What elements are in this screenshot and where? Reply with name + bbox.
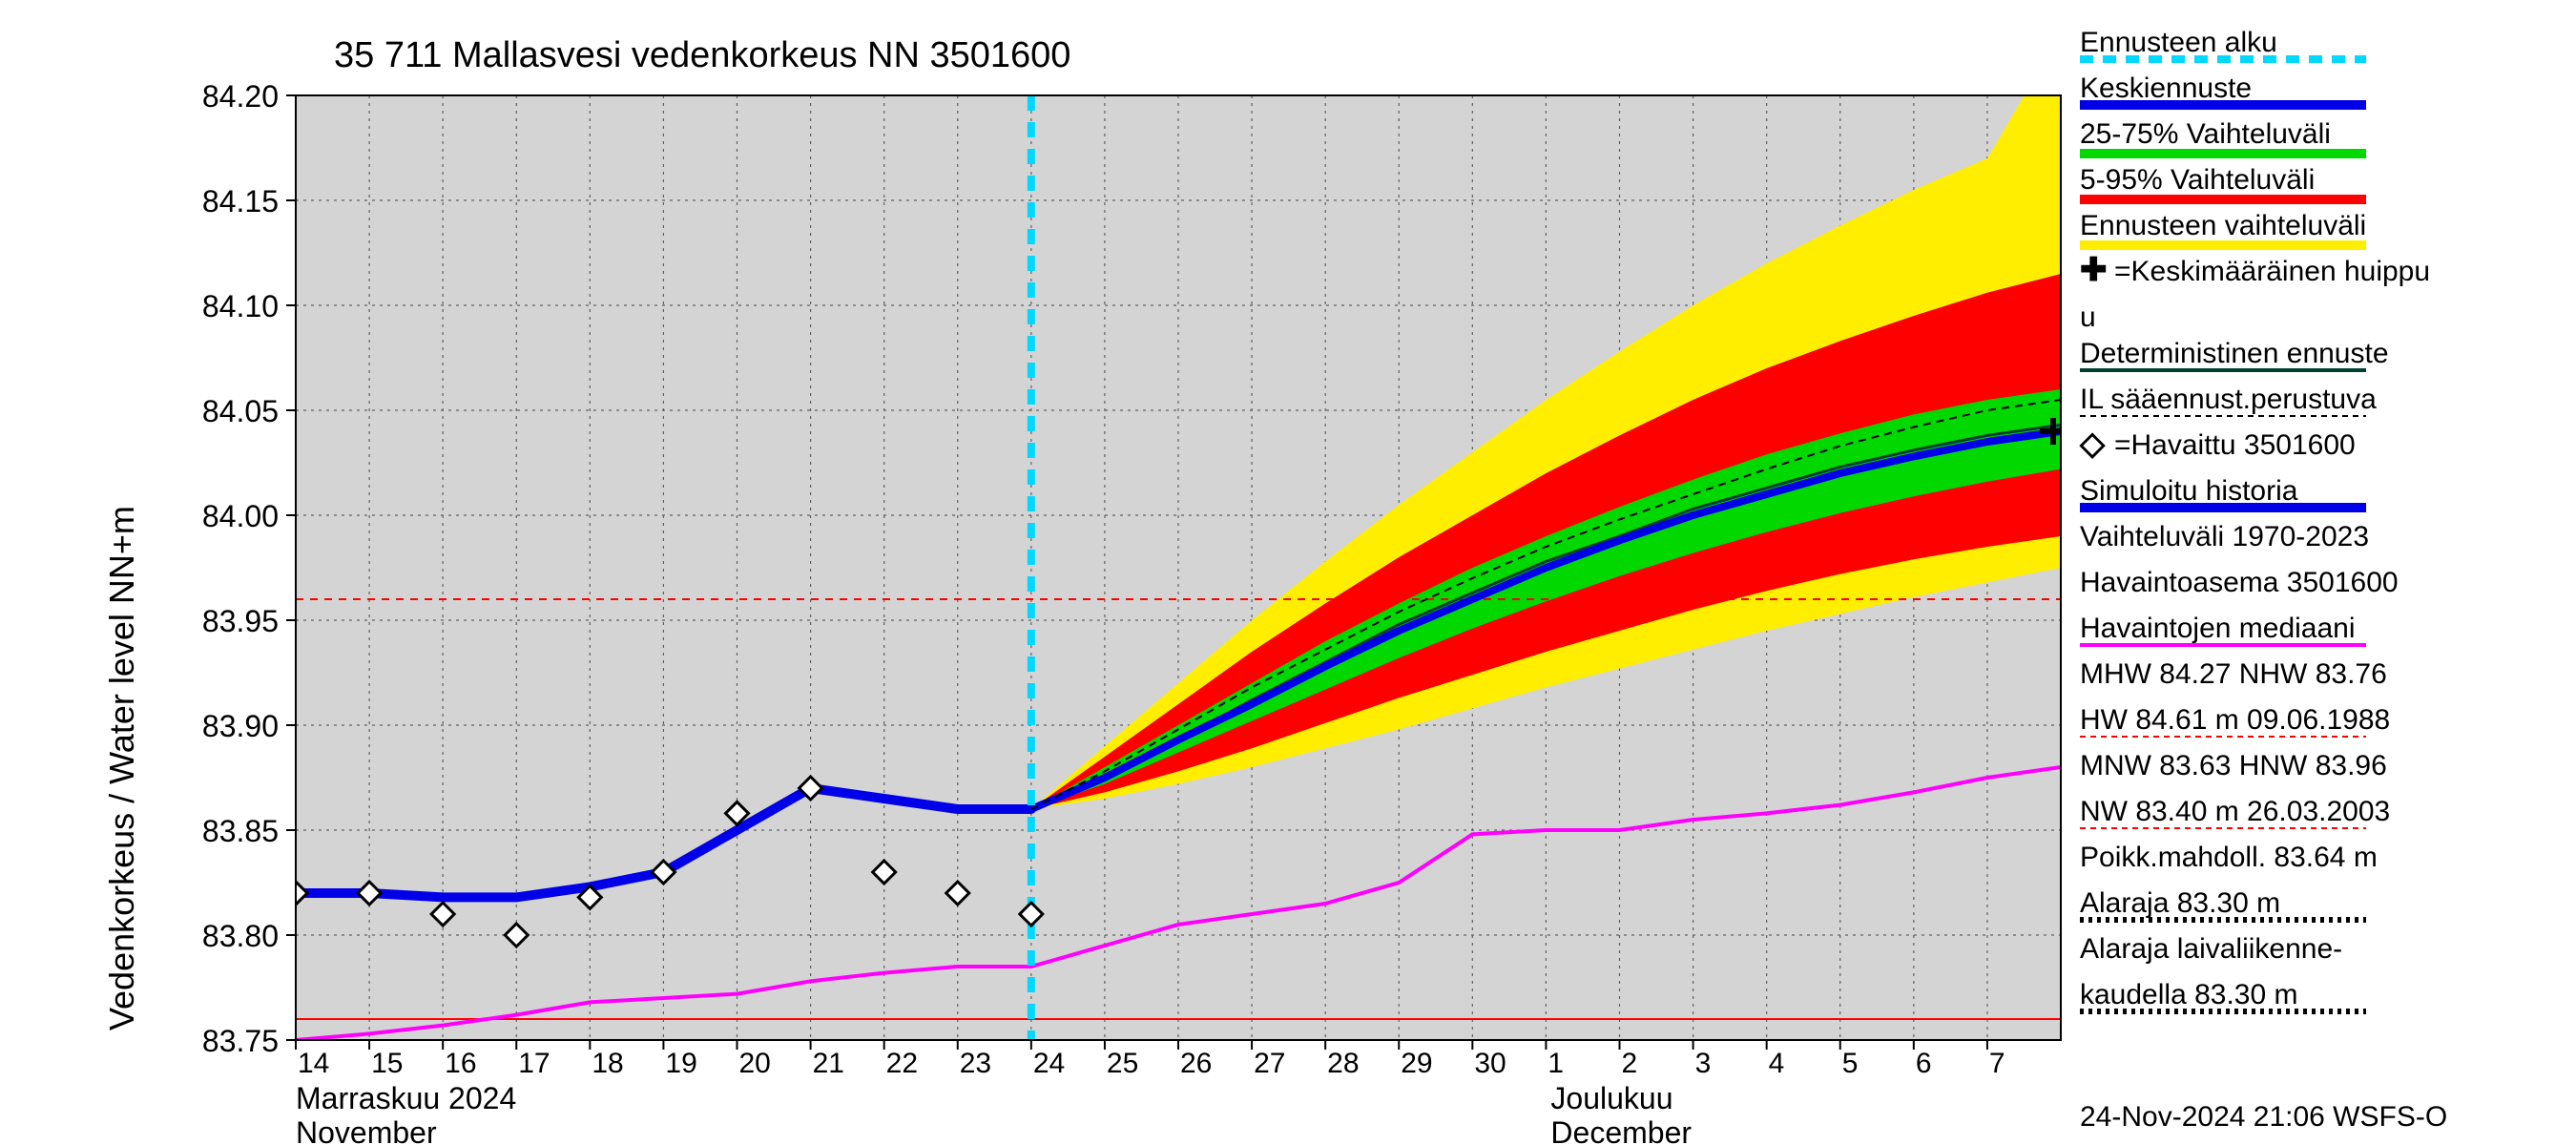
legend-label-avgpeak: =Keskimääräinen huippu — [2114, 256, 2430, 287]
legend-label-poikk: Poikk.mahdoll. 83.64 m — [2080, 842, 2378, 873]
legend-label-bfull: Ennusteen vaihteluväli — [2080, 210, 2366, 241]
y-tick-label: 84.10 — [202, 289, 279, 323]
y-tick-label: 83.90 — [202, 709, 279, 743]
month1-fi: Marraskuu 2024 — [296, 1081, 516, 1115]
month1-en: November — [296, 1115, 437, 1145]
y-tick-label: 84.00 — [202, 499, 279, 533]
y-axis-label: Vedenkorkeus / Water level NN+m — [102, 506, 141, 1030]
x-tick-label: 17 — [518, 1048, 550, 1079]
x-tick-label: 7 — [1989, 1048, 2005, 1079]
x-tick-label: 5 — [1842, 1048, 1859, 1079]
legend-symbol-obs: ◇ — [2079, 426, 2106, 462]
legend-label-alaraja2a: Alaraja laivaliikenne- — [2080, 933, 2342, 965]
chart-footer: 24-Nov-2024 21:06 WSFS-O — [2080, 1101, 2447, 1133]
x-tick-label: 1 — [1548, 1048, 1564, 1079]
x-tick-label: 29 — [1401, 1048, 1432, 1079]
legend-label-alaraja2b: kaudella 83.30 m — [2080, 979, 2298, 1010]
x-tick-label: 22 — [886, 1048, 918, 1079]
legend-label-station: Havaintoasema 3501600 — [2080, 567, 2399, 598]
y-tick-label: 83.80 — [202, 919, 279, 953]
legend-label-alaraja: Alaraja 83.30 m — [2080, 887, 2280, 919]
x-tick-label: 28 — [1327, 1048, 1359, 1079]
y-tick-label: 84.15 — [202, 184, 279, 219]
x-tick-label: 14 — [298, 1048, 329, 1079]
legend: Ennusteen alku Keskiennuste 25-75% Vaihtel… — [2079, 27, 2430, 1011]
legend-label-avgpeak-2: u — [2080, 302, 2096, 333]
x-tick-label: 30 — [1474, 1048, 1506, 1079]
x-tick-label: 25 — [1107, 1048, 1138, 1079]
x-tick-label: 6 — [1916, 1048, 1932, 1079]
chart-container: 83.75 83.80 83.85 83.90 83.95 84.00 84.05 84.10… — [0, 0, 2576, 1145]
x-tick-label: 20 — [739, 1048, 771, 1079]
month2-fi: Joulukuu — [1550, 1081, 1672, 1115]
legend-label-b595: 5-95% Vaihteluväli — [2080, 164, 2315, 196]
x-tick-label: 16 — [445, 1048, 476, 1079]
x-tick-label: 24 — [1033, 1048, 1065, 1079]
month2-en: December — [1550, 1115, 1692, 1145]
legend-label-range: Vaihteluväli 1970-2023 — [2080, 521, 2369, 552]
y-tick-label: 83.85 — [202, 814, 279, 848]
y-tick-label: 83.75 — [202, 1024, 279, 1058]
legend-label-central: Keskiennuste — [2080, 73, 2252, 104]
legend-label-il: IL sääennust.perustuva — [2080, 384, 2377, 415]
x-tick-label: 15 — [371, 1048, 403, 1079]
legend-label-b2575: 25-75% Vaihteluväli — [2080, 118, 2331, 150]
legend-label-det: Deterministinen ennuste — [2080, 338, 2389, 369]
legend-label-mnw: MNW 83.63 HNW 83.96 — [2080, 750, 2387, 781]
x-tick-label: 3 — [1695, 1048, 1712, 1079]
chart-title: 35 711 Mallasvesi vedenkorkeus NN 350160… — [334, 35, 1070, 75]
legend-label-obs: =Havaittu 3501600 — [2114, 429, 2356, 461]
legend-label-hw: HW 84.61 m 09.06.1988 — [2080, 704, 2390, 736]
x-tick-label: 26 — [1180, 1048, 1212, 1079]
x-tick-label: 19 — [665, 1048, 696, 1079]
legend-symbol-avgpeak: ✚ — [2080, 252, 2108, 288]
y-tick-label: 83.95 — [202, 604, 279, 638]
x-tick-label: 21 — [813, 1048, 844, 1079]
legend-label-mhw: MHW 84.27 NHW 83.76 — [2080, 658, 2387, 690]
y-tick-label: 84.20 — [202, 79, 279, 114]
x-tick-label: 4 — [1769, 1048, 1785, 1079]
water-level-chart: 83.75 83.80 83.85 83.90 83.95 84.00 84.05 84.10… — [0, 0, 2576, 1145]
legend-label-nw: NW 83.40 m 26.03.2003 — [2080, 796, 2390, 827]
x-tick-label: 2 — [1622, 1048, 1638, 1079]
x-tick-label: 18 — [592, 1048, 623, 1079]
legend-label-median: Havaintojen mediaani — [2080, 613, 2356, 644]
legend-label-forecast_start: Ennusteen alku — [2080, 27, 2277, 58]
legend-label-simh: Simuloitu historia — [2080, 475, 2298, 507]
x-tick-label: 23 — [960, 1048, 991, 1079]
y-tick-label: 84.05 — [202, 394, 279, 428]
x-tick-label: 27 — [1254, 1048, 1285, 1079]
